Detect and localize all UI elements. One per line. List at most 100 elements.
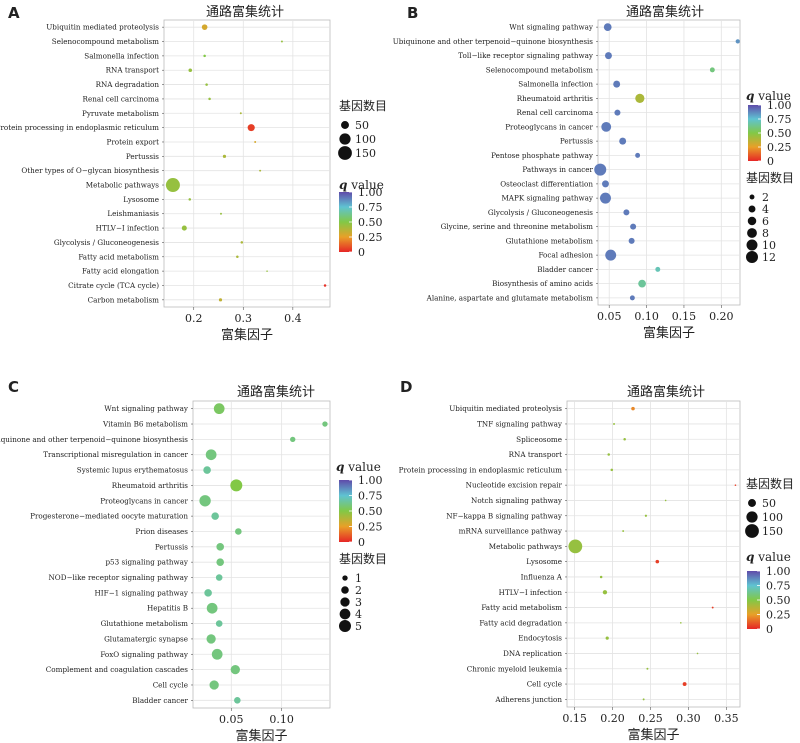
color-legend-label: 0.25 [767, 141, 792, 154]
data-point [664, 499, 667, 502]
data-point [682, 682, 687, 686]
color-legend-label: 1.00 [358, 474, 383, 487]
data-point [280, 40, 283, 43]
category-label: NF−kappa B signaling pathway [446, 511, 563, 520]
color-legend-bar [747, 571, 760, 629]
color-legend-label: 1.00 [358, 186, 383, 199]
size-legend-dot [746, 511, 758, 523]
color-legend-label: 0.75 [766, 580, 791, 593]
category-label: Focal adhesion [538, 251, 593, 260]
data-point [216, 543, 224, 551]
x-tick-label: 0.4 [284, 312, 302, 325]
data-point [622, 530, 625, 533]
color-legend-label: 0.75 [358, 201, 383, 214]
category-label: RNA transport [106, 66, 159, 75]
category-label: Lysosome [526, 557, 562, 566]
data-point [205, 449, 217, 461]
category-label: Leishmaniasis [107, 209, 159, 218]
data-point [601, 121, 612, 132]
category-label: Fatty acid metabolism [78, 252, 159, 261]
data-point [266, 270, 268, 272]
size-legend-dot [342, 575, 348, 581]
category-label: Ubiquinone and other terpenoid−quinone b… [393, 37, 594, 46]
data-point [605, 636, 609, 640]
size-legend-dot [747, 228, 757, 238]
data-point [220, 212, 222, 215]
data-point [602, 590, 608, 595]
category-label: Transcriptional misregulation in cancer [43, 450, 188, 459]
data-point [603, 23, 612, 31]
data-point [604, 52, 612, 60]
data-point [635, 152, 641, 158]
size-legend-label: 4 [762, 203, 769, 216]
size-legend-label: 8 [762, 227, 769, 240]
data-point [205, 83, 208, 86]
category-label: Adherens junction [494, 695, 562, 704]
x-tick-label: 0.3 [235, 312, 253, 325]
color-legend-label: 0 [767, 155, 774, 168]
data-point [323, 284, 327, 287]
size-legend-label: 3 [355, 596, 362, 609]
category-label: Proteoglycans in cancer [100, 496, 188, 505]
data-point [215, 574, 223, 581]
chart-title: 通路富集统计 [237, 384, 315, 400]
x-tick-label: 0.20 [600, 712, 625, 725]
size-legend-label: 100 [355, 133, 376, 146]
color-legend-label: 1.00 [766, 565, 791, 578]
category-label: Citrate cycle (TCA cycle) [68, 281, 159, 290]
chart-title: 通路富集统计 [627, 384, 705, 400]
x-axis-label: 富集因子 [643, 325, 695, 341]
data-point [642, 698, 645, 701]
category-label: Wnt signaling pathway [509, 23, 594, 32]
x-tick-label: 0.35 [714, 712, 739, 725]
size-legend-title: 基因数目 [339, 551, 387, 566]
category-label: Chronic myeloid leukemia [467, 664, 563, 673]
size-legend-label: 10 [762, 239, 776, 252]
color-legend-title: q value [339, 178, 384, 192]
color-legend-bar [339, 192, 352, 252]
category-label: NOD−like receptor signaling pathway [49, 573, 189, 582]
data-point [215, 620, 223, 627]
size-legend-label: 100 [762, 511, 783, 524]
panel-d: D 通路富集统计 Ubiquitin mediated proteolysis TNF… [399, 378, 794, 743]
data-point [709, 67, 715, 73]
data-point [222, 154, 227, 158]
category-label: Rheumatoid arthritis [517, 94, 594, 103]
data-point [655, 559, 660, 564]
size-legend-dot [341, 586, 349, 594]
plot-area [566, 400, 741, 708]
category-label: Pentose phosphate pathway [491, 151, 594, 160]
size-legend-dot [338, 146, 352, 160]
data-point [206, 634, 216, 644]
size-legend-dot [339, 608, 351, 620]
data-point [711, 606, 714, 609]
category-label: Glycine, serine and threonine metabolism [441, 222, 594, 231]
category-label: Selenocompound metabolism [486, 65, 593, 74]
data-point [623, 209, 630, 216]
category-label: Prion diseases [135, 527, 188, 536]
data-point [610, 468, 614, 472]
color-legend-label: 0.50 [766, 594, 791, 607]
data-point [605, 249, 617, 261]
category-label: Salmonella infection [84, 51, 159, 60]
data-point [211, 512, 219, 520]
category-label: HTLV−I infection [499, 588, 563, 597]
color-legend-label: 0 [766, 623, 773, 636]
category-label: RNA transport [509, 450, 562, 459]
color-legend-label: 0 [358, 246, 365, 259]
size-legend-label: 150 [762, 525, 783, 538]
category-label: Rheumatoid arthritis [112, 481, 189, 490]
data-point [629, 295, 635, 301]
category-label: Biosynthesis of amino acids [492, 279, 593, 288]
category-label: Protein export [106, 137, 159, 146]
data-point [216, 558, 224, 566]
data-point [203, 54, 206, 58]
category-label: Cell cycle [527, 680, 562, 689]
data-point [635, 93, 645, 103]
category-label: Bladder cancer [537, 265, 593, 274]
data-point [188, 198, 192, 201]
category-label: Glycolysis / Gluconeogenesis [488, 208, 593, 217]
data-point [613, 422, 616, 425]
category-label: Cell cycle [153, 680, 188, 689]
color-legend-label: 1.00 [767, 99, 792, 112]
